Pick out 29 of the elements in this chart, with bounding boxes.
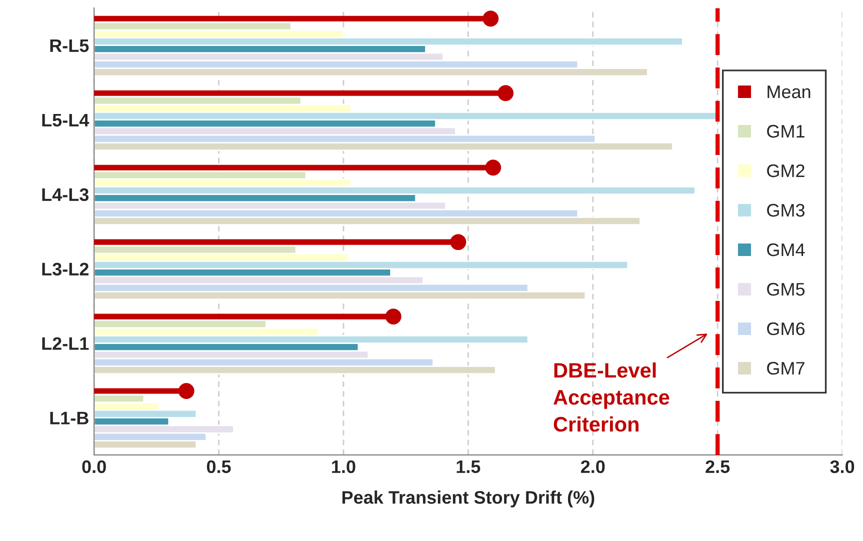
x-tick-label: 2.5	[706, 460, 730, 474]
y-tick-label: L5-L4	[42, 114, 90, 127]
point	[450, 234, 466, 250]
legend-label: GM4	[767, 243, 805, 256]
x-tick-label: 2.0	[580, 460, 605, 474]
x-tick-label: 3.0	[830, 460, 854, 474]
legend-label: GM7	[767, 362, 804, 375]
x-tick-label: 0.5	[206, 460, 231, 474]
ref-line-label: DBE-Level Acceptance Criterion	[553, 362, 670, 432]
legend-label: GM5	[767, 282, 805, 296]
legend-label: GM2	[767, 164, 804, 178]
point	[178, 383, 194, 399]
x-tick-label: 1.5	[456, 460, 480, 474]
y-tick-label: L2-L1	[42, 337, 89, 350]
point	[498, 85, 514, 102]
y-tick-label: R-L5	[50, 39, 89, 52]
x-tick-label: 0.0	[82, 460, 106, 474]
y-tick-label: L1-B	[50, 412, 88, 424]
point	[385, 308, 402, 325]
legend-label: GM6	[767, 322, 805, 336]
y-tick-label: L4-L3	[42, 188, 89, 202]
legend-label: GM3	[767, 204, 805, 217]
legend-label: Mean	[768, 86, 810, 98]
x-axis-title: Peak Transient Story Drift (%)	[342, 490, 594, 508]
point	[482, 10, 499, 27]
point	[485, 160, 502, 176]
x-tick-label: 1.0	[332, 460, 356, 474]
legend-label: GM1	[767, 124, 804, 138]
y-tick-label: L3-L2	[42, 262, 88, 276]
